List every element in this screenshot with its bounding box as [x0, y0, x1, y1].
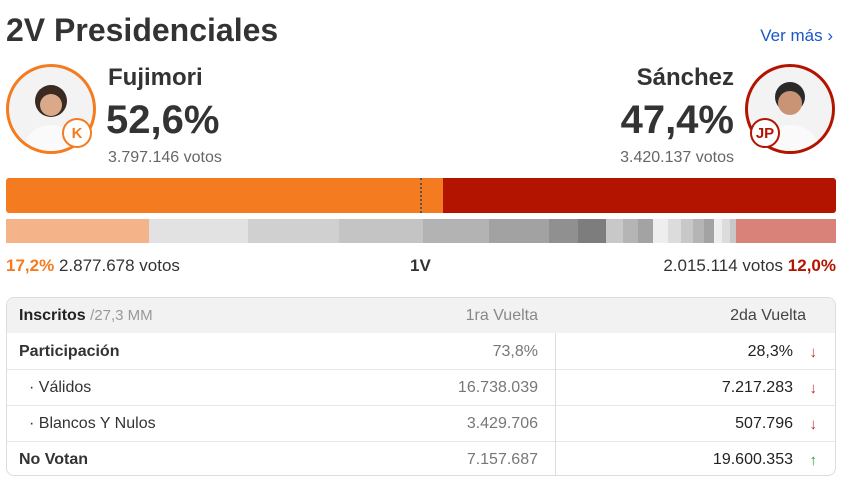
col-header: 2da Vuelta: [730, 307, 806, 324]
bar-segment: [667, 219, 681, 243]
table: Inscritos /27,3 MM 1ra Vuelta 2da Vuelta…: [6, 297, 836, 476]
party-logo: JP: [750, 118, 780, 148]
votes: 2.877.678 votos: [58, 256, 180, 275]
bar-segment: [489, 219, 549, 243]
first-round-left: 17,2% 2.877.678 votos: [6, 256, 180, 276]
row-label: · Válidos: [29, 379, 92, 396]
note: /27,3 MM: [90, 307, 153, 324]
row-divider: [7, 369, 835, 370]
percent: 17,2%: [6, 256, 55, 275]
bar-segment: [713, 219, 723, 243]
party-logo: K: [62, 118, 92, 148]
bar-segment: [736, 219, 836, 243]
bar-segment: [148, 219, 248, 243]
percent: 12,0%: [787, 256, 836, 275]
candidate-votes: 3.420.137 votos: [620, 149, 734, 166]
row-divider: [7, 405, 835, 406]
second-round-bar: [6, 178, 836, 213]
table-header: Inscritos /27,3 MM 1ra Vuelta 2da Vuelta: [7, 298, 835, 333]
bar-segment: [6, 219, 149, 243]
first-round-value: 3.429.706: [466, 415, 538, 432]
bar-segment: [6, 178, 443, 213]
avatar: [762, 82, 818, 151]
trend-arrow: ↓: [809, 380, 818, 397]
bar-segment: [680, 219, 694, 243]
see-more-link[interactable]: Ver más ›: [760, 26, 833, 45]
candidate-name: Sánchez: [636, 64, 734, 91]
bar-segment: [722, 219, 730, 243]
first-round-value: 7.157.687: [466, 451, 538, 468]
row-label: Participación: [19, 343, 120, 360]
second-round-value: 28,3%: [747, 343, 793, 360]
bar-segment: [653, 219, 668, 243]
candidate-photo: [6, 64, 96, 154]
row-divider: [7, 441, 835, 442]
row-label: No Votan: [19, 451, 89, 468]
second-round-value: 19.600.353: [712, 451, 793, 468]
bar-segment: [338, 219, 423, 243]
first-round-value: 16.738.039: [457, 379, 538, 396]
candidate-percent: 52,6%: [106, 98, 220, 142]
bar-segment: [548, 219, 578, 243]
bar-segment: [704, 219, 714, 243]
first-round-bar: [6, 219, 836, 243]
second-round-value: 507.796: [735, 415, 793, 432]
row-label: · Blancos Y Nulos: [29, 415, 156, 432]
candidate-percent: 47,4%: [620, 98, 734, 142]
candidate-name: Fujimori: [108, 64, 203, 91]
trend-arrow: ↑: [809, 452, 818, 469]
text: Inscritos: [19, 307, 86, 324]
second-round-value: 7.217.283: [721, 379, 793, 396]
col-divider: [555, 333, 556, 475]
bar-segment: [622, 219, 639, 243]
first-round-value: 73,8%: [492, 343, 538, 360]
title: 2V Presidenciales: [6, 12, 279, 48]
header-label: Inscritos /27,3 MM: [19, 307, 153, 325]
trend-arrow: ↓: [809, 416, 818, 433]
bar-segment: [638, 219, 654, 243]
link-text[interactable]: Ver más: [760, 26, 823, 45]
bar-segment: [442, 178, 836, 213]
votes: 2.015.114 votos: [663, 256, 784, 275]
bar-segment: [729, 219, 737, 243]
bar-segment: [693, 219, 705, 243]
candidate-votes: 3.797.146 votos: [108, 149, 222, 166]
bar-segment: [577, 219, 607, 243]
bar-segment: [247, 219, 339, 243]
bar-segment: [606, 219, 623, 243]
col-header: 1ra Vuelta: [465, 307, 538, 324]
bar-segment: [422, 219, 490, 243]
midline: [420, 178, 422, 213]
first-round-right: 2.015.114 votos 12,0%: [663, 256, 836, 276]
trend-arrow: ↓: [809, 344, 818, 361]
first-round-label: 1V: [410, 256, 431, 275]
